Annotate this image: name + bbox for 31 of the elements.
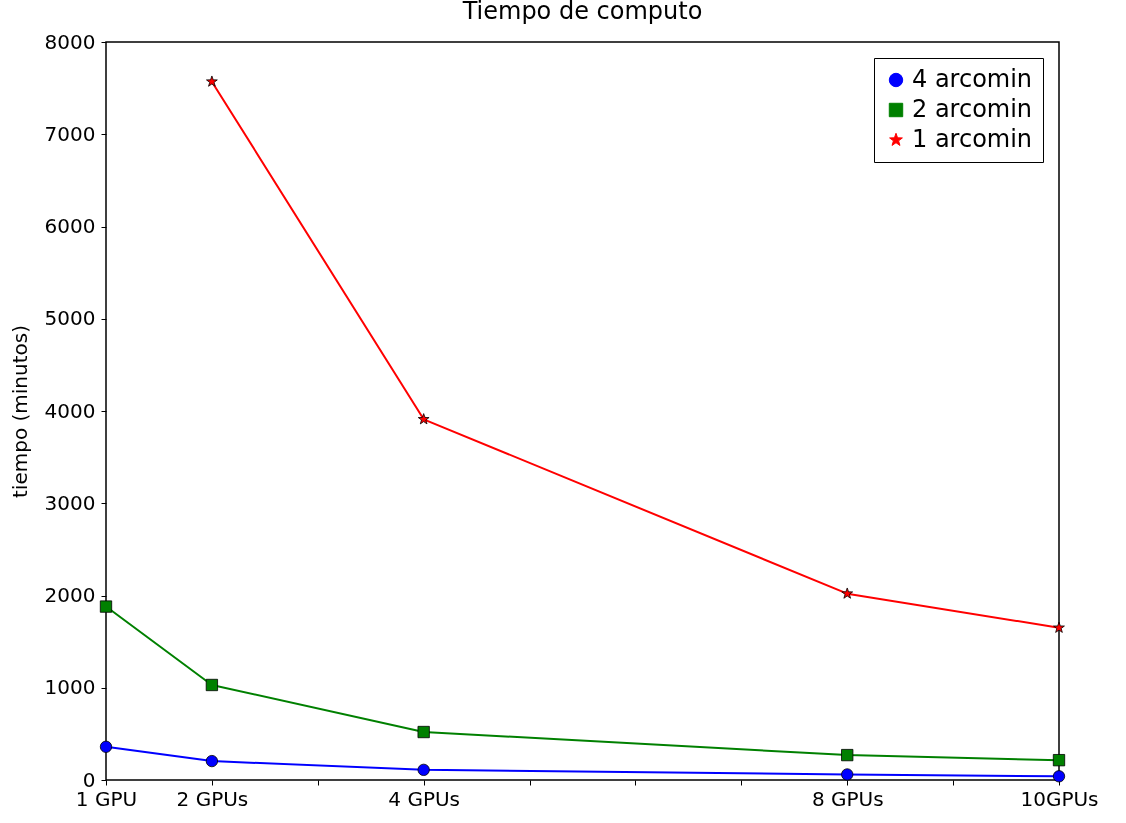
y-tick-label: 8000 bbox=[44, 29, 96, 54]
point bbox=[1052, 770, 1066, 783]
x-tick-label: 10GPUs bbox=[1020, 786, 1099, 811]
point bbox=[417, 725, 430, 739]
chart-title: Tiempo de computo bbox=[461, 0, 703, 25]
point bbox=[206, 75, 218, 87]
y-tick-label: 4000 bbox=[44, 398, 96, 423]
x-tick-label: 4 GPUs bbox=[388, 786, 461, 811]
y-tick-label: 6000 bbox=[44, 214, 96, 238]
point bbox=[841, 768, 854, 781]
point bbox=[841, 748, 854, 762]
x-tick-label: 8 GPUs bbox=[811, 786, 884, 811]
y-tick-label: 1000 bbox=[44, 675, 96, 700]
legend-label: 4 arcomin bbox=[912, 65, 1033, 93]
point bbox=[417, 413, 430, 425]
x-tick-label: 2 GPUs bbox=[176, 786, 249, 811]
point bbox=[1053, 621, 1065, 633]
point bbox=[1052, 754, 1066, 767]
point bbox=[99, 740, 113, 753]
legend-label: 2 arcomin bbox=[912, 95, 1033, 123]
point bbox=[841, 587, 854, 599]
y-axis-title: tiempo (minutos) bbox=[7, 325, 32, 498]
y-tick-label: 3000 bbox=[44, 490, 96, 515]
point bbox=[99, 600, 113, 613]
point bbox=[417, 763, 430, 776]
y-tick-label: 5000 bbox=[44, 306, 96, 331]
point bbox=[205, 755, 218, 768]
y-tick-label: 7000 bbox=[44, 121, 96, 146]
y-tick-label: 2000 bbox=[44, 583, 96, 607]
legend-label: 1 arcomin bbox=[912, 125, 1033, 153]
point bbox=[205, 678, 218, 692]
